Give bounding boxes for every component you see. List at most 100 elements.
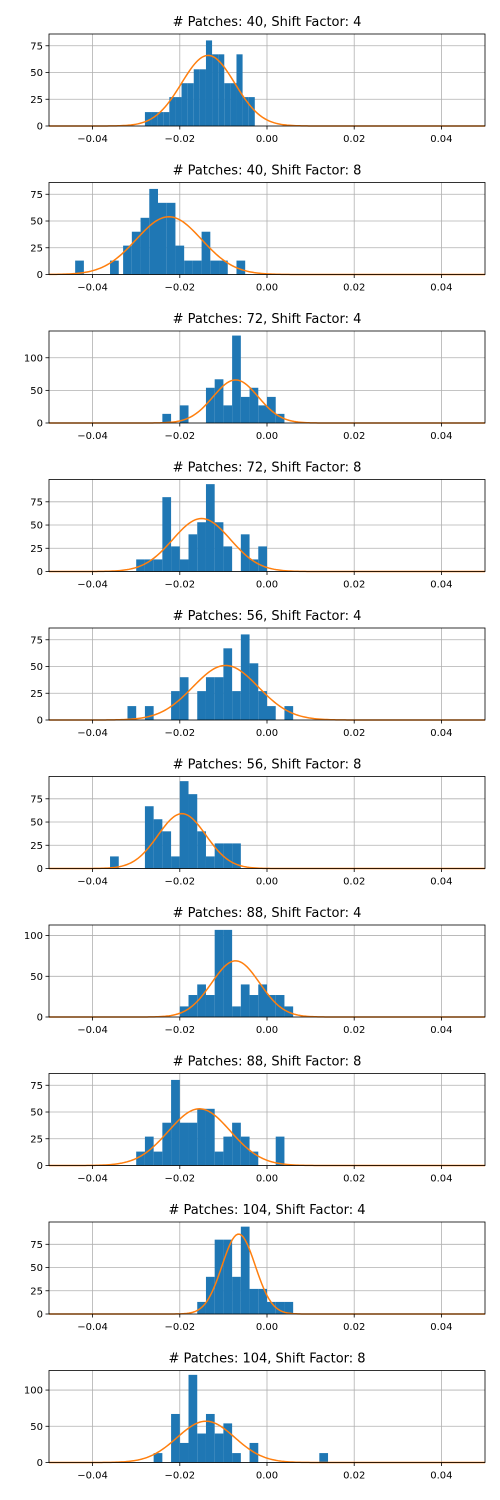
x-tick-label: −0.04	[77, 1471, 108, 1482]
histogram-bar	[153, 819, 163, 869]
y-tick-label: 50	[30, 217, 43, 228]
histogram-bar	[275, 1301, 285, 1314]
x-tick-label: 0.04	[430, 1174, 452, 1185]
histogram-bar	[205, 387, 215, 423]
histogram-bar	[223, 843, 233, 869]
y-tick-label: 75	[30, 497, 43, 508]
histogram-bar	[240, 1136, 250, 1166]
x-tick-label: −0.04	[77, 580, 108, 591]
histogram-bar	[166, 202, 176, 275]
histogram-bar	[184, 260, 193, 275]
x-tick-label: 0.00	[256, 1025, 278, 1036]
y-tick-label: 25	[30, 544, 43, 555]
histogram-bar	[267, 1301, 276, 1314]
histogram-bar	[163, 112, 170, 126]
x-tick-label: −0.02	[164, 431, 195, 442]
histogram-bar	[258, 1288, 267, 1314]
histogram-bar	[153, 559, 163, 572]
x-tick-label: −0.02	[164, 134, 195, 145]
chart-title: # Patches: 72, Shift Factor: 4	[173, 312, 362, 327]
histogram-bar	[197, 691, 206, 720]
y-tick-label: 0	[37, 419, 43, 430]
y-tick-label: 50	[30, 1263, 43, 1274]
x-tick-label: 0.02	[343, 1471, 365, 1482]
histogram-bar	[219, 260, 228, 275]
x-tick-label: 0.02	[343, 1025, 365, 1036]
x-tick-label: 0.00	[256, 728, 278, 739]
y-tick-label: 50	[30, 386, 43, 397]
histogram-bar	[187, 83, 194, 126]
y-tick-label: 25	[30, 1134, 43, 1145]
chart-title: # Patches: 40, Shift Factor: 4	[173, 15, 362, 30]
histogram-bar	[232, 691, 241, 720]
histogram-bar	[205, 40, 213, 126]
x-tick-label: 0.00	[256, 1174, 278, 1185]
histogram-bar	[171, 691, 180, 720]
histogram-bar	[144, 806, 154, 869]
histogram-bar	[179, 781, 189, 869]
y-tick-label: 0	[37, 567, 43, 578]
histogram-bar	[144, 559, 154, 572]
x-tick-label: 0.02	[343, 877, 365, 888]
histogram-bar	[212, 54, 219, 127]
x-tick-label: 0.02	[343, 1174, 365, 1185]
chart-panel-7: # Patches: 88, Shift Factor: 4 −0.04 −0.02…	[24, 906, 486, 1036]
histogram-bar	[162, 413, 172, 423]
histogram-bar	[188, 534, 198, 572]
x-tick-label: 0.00	[256, 283, 278, 294]
histogram-bar	[223, 929, 233, 1017]
histogram-bar	[214, 522, 224, 572]
x-tick-label: 0.00	[256, 134, 278, 145]
histogram-bar	[110, 260, 119, 275]
x-tick-label: 0.02	[343, 431, 365, 442]
y-tick-label: 0	[37, 1161, 43, 1172]
x-tick-label: −0.02	[164, 580, 195, 591]
histogram-bar	[275, 413, 285, 423]
histogram-bar	[197, 984, 206, 1017]
histogram-bar	[267, 995, 276, 1017]
histogram-bar	[236, 260, 246, 275]
histogram-bar	[188, 794, 198, 869]
x-tick-label: 0.02	[343, 134, 365, 145]
y-tick-label: 100	[24, 353, 43, 364]
y-tick-label: 0	[37, 122, 43, 133]
histogram-bar	[192, 260, 202, 275]
histogram-bar	[171, 546, 180, 572]
histogram-bar	[179, 405, 189, 423]
histogram-bar	[175, 97, 182, 126]
histogram-bar	[249, 387, 259, 423]
histogram-bar	[232, 843, 241, 869]
x-tick-label: 0.02	[343, 283, 365, 294]
chart-title: # Patches: 104, Shift Factor: 4	[168, 1203, 365, 1218]
chart-panel-6: # Patches: 56, Shift Factor: 8 −0.04 −0.02…	[30, 758, 486, 888]
x-tick-label: −0.04	[77, 283, 108, 294]
chart-title: # Patches: 40, Shift Factor: 8	[173, 164, 362, 179]
y-tick-label: 75	[30, 41, 43, 52]
histogram-bar	[223, 1423, 233, 1463]
histogram-bar	[319, 1453, 329, 1463]
y-tick-label: 100	[24, 1386, 43, 1397]
y-tick-label: 100	[24, 931, 43, 942]
x-tick-label: −0.02	[164, 1471, 195, 1482]
histogram-bar	[153, 1151, 163, 1166]
x-tick-label: −0.04	[77, 431, 108, 442]
histogram-bar	[188, 1374, 198, 1463]
histogram-bar	[205, 484, 215, 572]
histogram-bar	[232, 1453, 241, 1463]
histogram-bar	[188, 1122, 198, 1166]
y-tick-label: 50	[30, 1422, 43, 1433]
histogram-bar	[162, 831, 172, 869]
x-tick-label: 0.04	[430, 877, 452, 888]
histogram-bar	[224, 83, 231, 126]
histogram-bar	[149, 188, 158, 275]
x-tick-label: 0.02	[343, 580, 365, 591]
histogram-bar	[144, 112, 152, 126]
histogram-bar	[199, 69, 206, 126]
histogram-bar	[258, 546, 267, 572]
histogram-bar	[131, 231, 141, 275]
histogram-bar	[214, 677, 224, 720]
y-tick-label: 25	[30, 95, 43, 106]
histogram-bar	[230, 83, 237, 126]
chart-title: # Patches: 104, Shift Factor: 8	[168, 1352, 365, 1367]
y-tick-label: 75	[30, 1240, 43, 1251]
